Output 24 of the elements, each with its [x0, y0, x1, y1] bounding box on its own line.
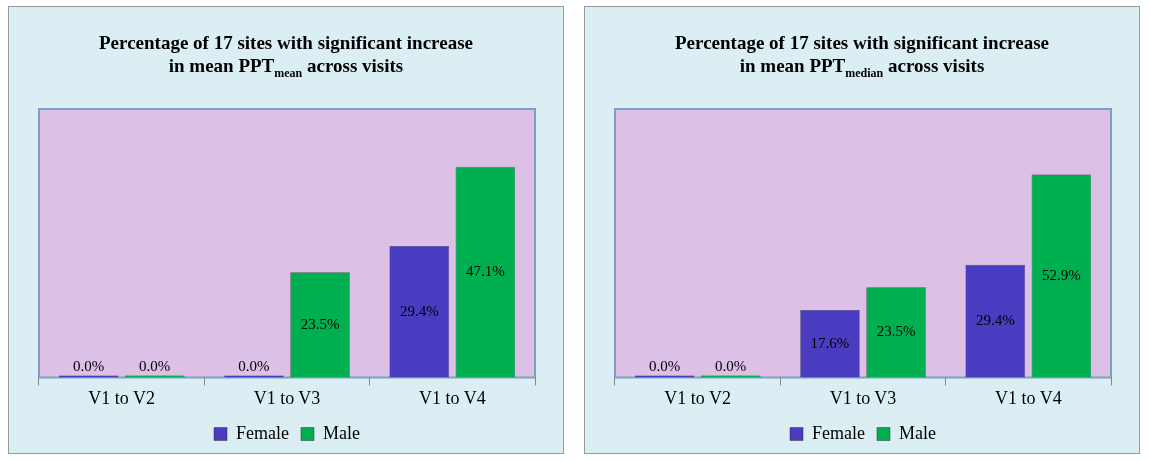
- legend-label: Male: [323, 422, 360, 443]
- data-label: 0.0%: [648, 357, 681, 374]
- x-tick-label: V1 to V2: [664, 387, 732, 408]
- data-label: 52.9%: [1042, 266, 1081, 283]
- data-label: 0.0%: [715, 357, 747, 374]
- data-label: 0.0%: [72, 357, 105, 374]
- x-tick-label: V1 to V3: [829, 387, 897, 408]
- data-label: 23.5%: [300, 315, 340, 332]
- x-tick-label: V1 to V3: [253, 387, 321, 408]
- legend-label: Male: [899, 422, 936, 443]
- x-tick-label: V1 to V4: [418, 387, 486, 408]
- chart-title: Percentage of 17 sites with significant increase in mean PPT$_{mean}$ across visits: [98, 31, 474, 82]
- x-tick-label: V1 to V2: [88, 387, 156, 408]
- data-label: 29.4%: [399, 302, 439, 319]
- data-label: 23.5%: [876, 323, 916, 340]
- legend-label: Female: [812, 422, 866, 443]
- x-tick-label: V1 to V4: [994, 387, 1062, 408]
- legend-label: Female: [236, 422, 290, 443]
- chart-title: Percentage of 17 sites with significant increase in mean PPT$_{median}$ across visits: [674, 31, 1050, 82]
- data-label: 47.1%: [466, 262, 505, 279]
- data-label: 0.0%: [238, 357, 270, 374]
- data-label: 29.4%: [975, 311, 1015, 328]
- data-label: 0.0%: [139, 357, 171, 374]
- data-label: 17.6%: [810, 334, 850, 351]
